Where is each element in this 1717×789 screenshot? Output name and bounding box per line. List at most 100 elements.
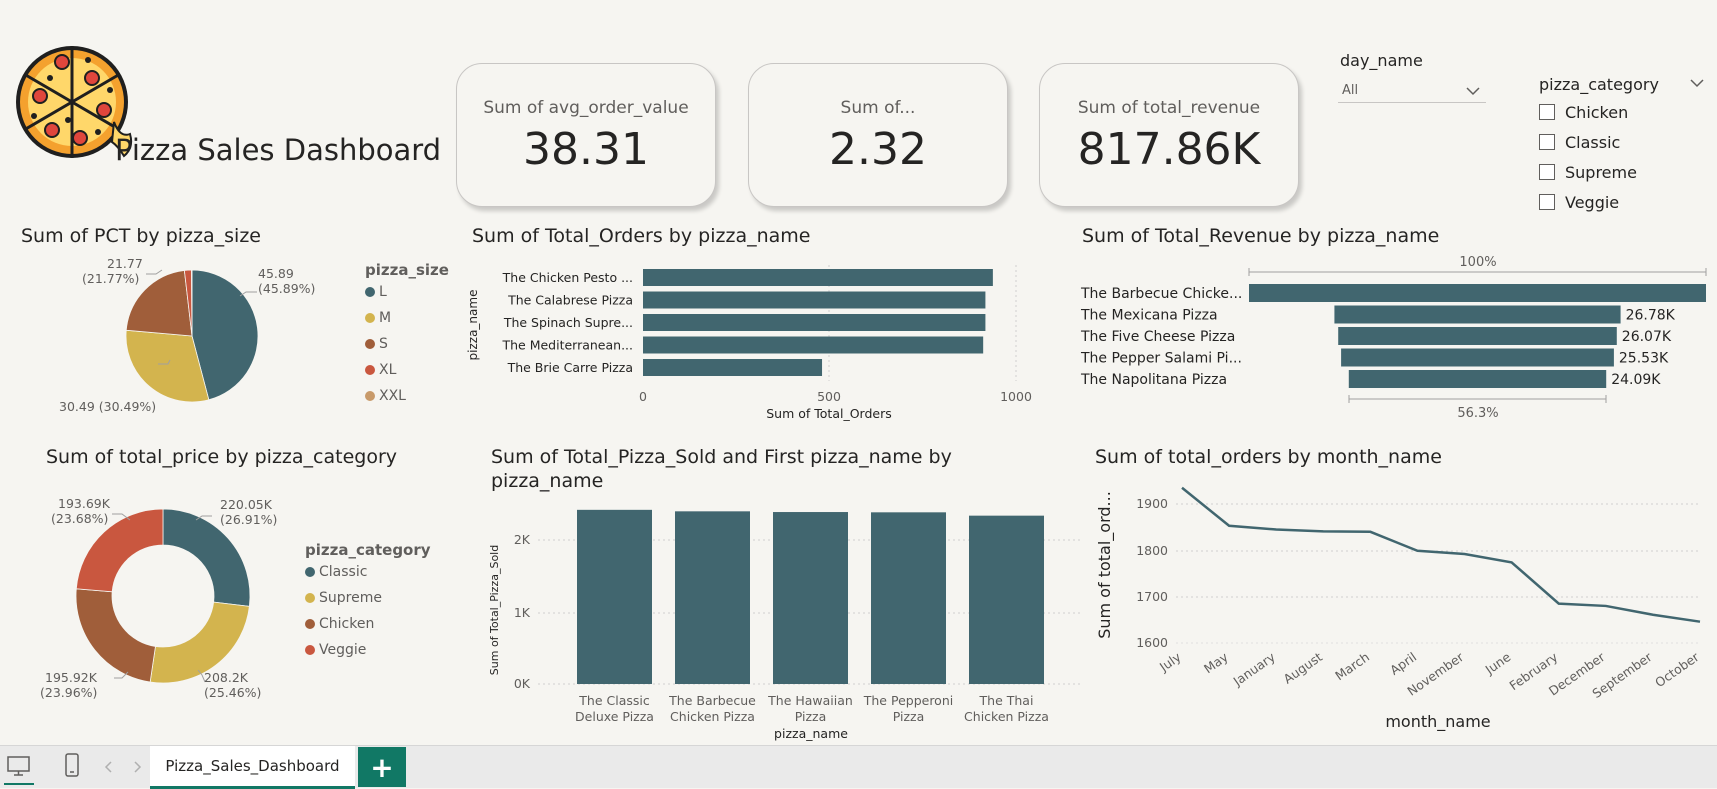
y-tick: The Calabrese Pizza <box>507 293 633 308</box>
funnel-bar[interactable] <box>1249 284 1706 302</box>
funnel-category: The Mexicana Pizza <box>1080 308 1218 324</box>
x-tick: The Barbecue <box>668 693 756 708</box>
checkbox[interactable] <box>1539 164 1555 180</box>
revenue-by-name-chart[interactable]: 100% The Barbecue Chicke...The Mexicana … <box>1078 252 1714 422</box>
chevron-left-icon[interactable] <box>104 760 114 774</box>
legend-label: M <box>379 310 391 326</box>
legend-item-xxl[interactable]: XXL <box>365 383 449 409</box>
funnel-top-label: 100% <box>1459 255 1496 270</box>
x-tick: Chicken Pizza <box>670 709 755 724</box>
column[interactable] <box>577 510 652 684</box>
series-line[interactable] <box>1182 488 1700 622</box>
legend-item-veggie[interactable]: Veggie <box>305 637 431 663</box>
x-tick: August <box>1281 649 1326 686</box>
funnel-value: 24.09K <box>1611 372 1661 388</box>
mobile-view-icon[interactable] <box>64 752 80 780</box>
funnel-bar[interactable] <box>1341 349 1614 367</box>
category-slicer-list: Chicken Classic Supreme Veggie <box>1539 97 1637 217</box>
funnel-bar[interactable] <box>1338 327 1617 345</box>
sold-by-name-title-2: pizza_name <box>491 470 603 492</box>
legend-item-l[interactable]: L <box>365 279 449 305</box>
orders-by-name-chart[interactable]: The Chicken Pesto ...The Calabrese Pizza… <box>465 255 1045 425</box>
x-tick: March <box>1332 649 1372 683</box>
checkbox[interactable] <box>1539 104 1555 120</box>
tab-pizza-sales-dashboard[interactable]: Pizza_Sales_Dashboard <box>150 746 355 789</box>
add-page-button[interactable]: + <box>358 747 406 787</box>
funnel-bar[interactable] <box>1334 306 1620 324</box>
desktop-view-icon[interactable] <box>6 754 32 778</box>
funnel-bottom-label: 56.3% <box>1457 406 1498 421</box>
funnel-value: 26.07K <box>1622 329 1672 345</box>
x-tick: Pizza <box>795 709 827 724</box>
legend-label: XXL <box>379 388 406 404</box>
bar[interactable] <box>643 359 822 376</box>
kpi-label: Sum of total_revenue <box>1040 98 1298 118</box>
donut-category-chart[interactable]: 220.05K (26.91%) 208.2K (25.46%) 195.92K… <box>40 490 320 715</box>
donut-category-title: Sum of total_price by pizza_category <box>46 446 397 468</box>
column[interactable] <box>675 511 750 684</box>
pie-size-chart[interactable]: 45.89 (45.89%) 30.49 (30.49%) 21.77 (21.… <box>40 252 370 422</box>
y-tick: 0K <box>514 676 531 691</box>
kpi-card-avg-order-value[interactable]: Sum of avg_order_value 38.31 <box>456 63 716 207</box>
y-tick: 1600 <box>1136 635 1168 650</box>
y-axis-label: Sum of total_ord... <box>1095 491 1115 639</box>
bar[interactable] <box>643 292 985 309</box>
y-tick: 1900 <box>1136 496 1168 511</box>
option-label: Chicken <box>1565 103 1628 122</box>
pie-size-title: Sum of PCT by pizza_size <box>21 225 261 247</box>
category-option-classic[interactable]: Classic <box>1539 127 1637 157</box>
donut-label: (25.46%) <box>204 685 261 700</box>
x-axis-label: pizza_name <box>774 726 848 741</box>
y-tick: 1K <box>514 605 531 620</box>
legend-title: pizza_category <box>305 541 431 559</box>
legend-label: Veggie <box>319 642 366 658</box>
donut-label: 195.92K <box>45 670 98 685</box>
column[interactable] <box>871 512 946 684</box>
x-tick: The Hawaiian <box>767 693 853 708</box>
legend-item-supreme[interactable]: Supreme <box>305 585 431 611</box>
donut-label: (23.68%) <box>51 511 108 526</box>
y-tick: The Mediterranean... <box>501 338 633 353</box>
x-axis-label: month_name <box>1385 712 1490 732</box>
active-view-indicator <box>4 783 34 785</box>
category-option-supreme[interactable]: Supreme <box>1539 157 1637 187</box>
category-option-veggie[interactable]: Veggie <box>1539 187 1637 217</box>
checkbox[interactable] <box>1539 194 1555 210</box>
kpi-card-2[interactable]: Sum of... 2.32 <box>748 63 1008 207</box>
chevron-down-icon[interactable] <box>1690 78 1704 88</box>
legend-label: Supreme <box>319 590 382 606</box>
legend-item-chicken[interactable]: Chicken <box>305 611 431 637</box>
option-label: Veggie <box>1565 193 1619 212</box>
legend-item-m[interactable]: M <box>365 305 449 331</box>
option-label: Supreme <box>1565 163 1637 182</box>
funnel-bar[interactable] <box>1349 370 1606 388</box>
funnel-category: The Napolitana Pizza <box>1080 372 1227 388</box>
category-option-chicken[interactable]: Chicken <box>1539 97 1637 127</box>
x-tick: Deluxe Pizza <box>575 709 654 724</box>
legend-label: Chicken <box>319 616 374 632</box>
x-tick: 1000 <box>1000 389 1032 404</box>
legend-label: S <box>379 336 388 352</box>
legend-item-xl[interactable]: XL <box>365 357 449 383</box>
x-tick: 500 <box>817 389 841 404</box>
x-tick: Chicken Pizza <box>964 709 1049 724</box>
revenue-by-name-title: Sum of Total_Revenue by pizza_name <box>1082 225 1439 247</box>
bar[interactable] <box>643 337 983 354</box>
funnel-category: The Five Cheese Pizza <box>1080 329 1235 345</box>
column[interactable] <box>969 516 1044 684</box>
kpi-value: 2.32 <box>749 124 1007 175</box>
donut-slice-chicken[interactable] <box>76 589 155 682</box>
checkbox[interactable] <box>1539 134 1555 150</box>
donut-label: 220.05K <box>220 497 273 512</box>
column[interactable] <box>773 512 848 684</box>
legend-item-classic[interactable]: Classic <box>305 559 431 585</box>
legend-item-s[interactable]: S <box>365 331 449 357</box>
kpi-card-total-revenue[interactable]: Sum of total_revenue 817.86K <box>1039 63 1299 207</box>
bar[interactable] <box>643 269 993 286</box>
bar[interactable] <box>643 314 985 331</box>
y-axis-label: Sum of Total_Pizza_Sold <box>488 545 501 675</box>
chevron-right-icon[interactable] <box>132 760 142 774</box>
day-slicer-dropdown[interactable]: All <box>1338 78 1486 103</box>
